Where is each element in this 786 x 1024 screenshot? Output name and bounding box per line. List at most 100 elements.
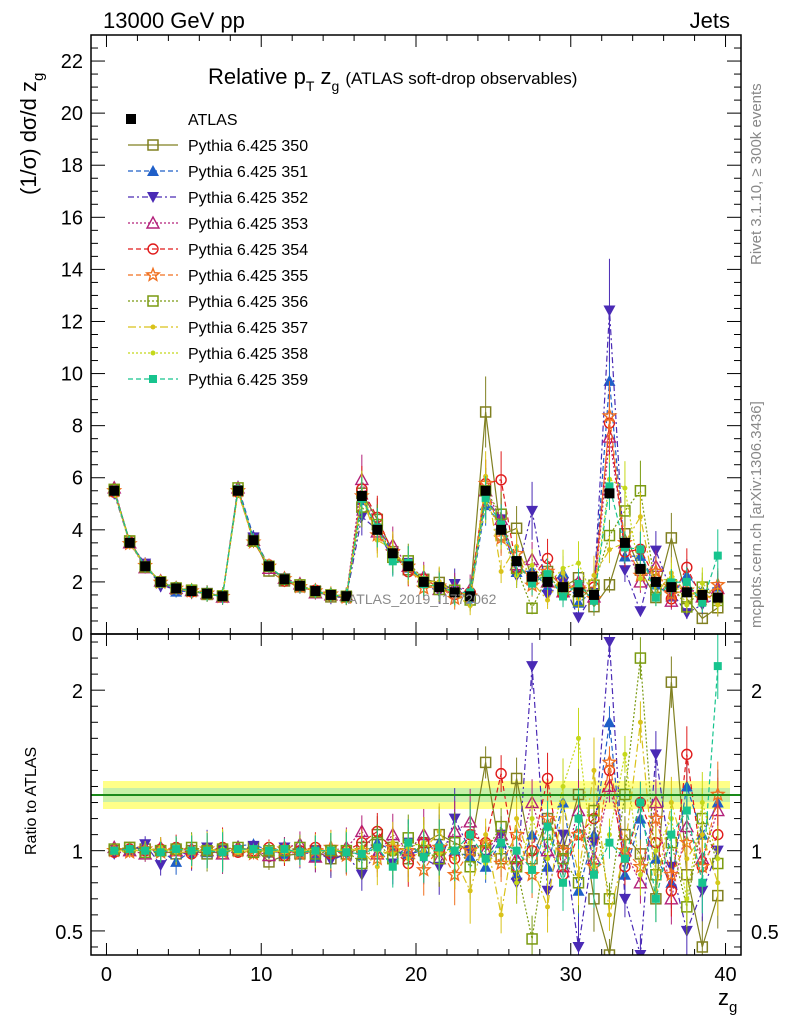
series-point-9-37 <box>682 577 691 586</box>
ratio-point-4-28 <box>541 772 554 785</box>
analysis-watermark: ATLAS_2019_I1772062 <box>348 591 497 607</box>
ratio-point-8-28 <box>545 856 551 862</box>
ratio-series-4 <box>108 726 724 917</box>
ratio-point-9-6 <box>203 846 212 855</box>
ratio-point-7-34 <box>637 719 643 725</box>
ratio-point-8-39 <box>715 856 721 862</box>
x-axis-label: zg <box>718 985 737 1016</box>
atlas-point-24 <box>480 485 491 496</box>
ratio-tick-label-2: 2 <box>72 681 83 703</box>
legend-marker-1 <box>147 165 159 176</box>
ratio-point-9-34 <box>636 798 645 807</box>
atlas-point-34 <box>635 563 646 574</box>
ratio-point-0-32 <box>603 949 616 955</box>
atlas-point-31 <box>588 589 599 600</box>
ratio-point-8-27 <box>529 816 535 822</box>
ratio-point-2-33 <box>618 893 631 905</box>
series-point-7-32 <box>606 547 612 553</box>
ratio-tick-label-right-2: 2 <box>751 681 762 703</box>
ratio-point-9-10 <box>264 846 273 855</box>
atlas-point-13 <box>310 586 321 597</box>
series-point-9-27 <box>528 579 537 588</box>
ratio-series-5 <box>106 746 726 906</box>
ratio-point-9-27 <box>528 865 537 874</box>
series-point-2-34 <box>634 606 647 618</box>
atlas-point-22 <box>449 587 460 598</box>
ratio-point-9-9 <box>249 845 258 854</box>
ratio-point-9-15 <box>342 848 351 857</box>
ratio-point-9-11 <box>280 845 289 854</box>
ratio-point-9-20 <box>419 853 428 862</box>
ratio-point-9-29 <box>559 878 568 887</box>
ratio-point-9-33 <box>620 854 629 863</box>
atlas-point-29 <box>558 582 569 593</box>
series-2 <box>108 258 724 624</box>
ratio-point-5-36 <box>663 866 680 882</box>
atlas-point-1 <box>124 537 135 548</box>
y-tick-label-20: 20 <box>61 103 83 125</box>
ratio-point-8-37 <box>684 896 690 902</box>
series-point-9-18 <box>388 557 397 566</box>
ratio-point-6-34 <box>634 652 647 664</box>
legend-label-atlas: ATLAS <box>188 112 238 129</box>
series-point-7-31 <box>591 572 597 578</box>
atlas-point-20 <box>418 576 429 587</box>
ratio-point-9-38 <box>698 878 707 887</box>
series-point-9-24 <box>481 493 490 502</box>
atlas-point-16 <box>356 490 367 501</box>
ratio-series-1 <box>108 706 724 922</box>
ratio-point-2-34 <box>634 950 647 955</box>
ratio-point-8-33 <box>622 751 628 757</box>
legend-label-0: Pythia 6.425 350 <box>188 138 308 155</box>
energy-label: 13000 GeV pp <box>103 8 245 33</box>
ratio-point-2-35 <box>649 749 662 761</box>
ratio-point-7-28 <box>545 904 551 910</box>
ratio-point-4-37 <box>681 748 693 761</box>
ratio-point-0-26 <box>510 772 523 785</box>
ratio-series-line-0 <box>114 682 719 955</box>
series-point-2-27 <box>526 505 539 517</box>
atlas-point-11 <box>279 574 290 585</box>
atlas-point-35 <box>650 576 661 587</box>
legend-marker-2 <box>147 192 159 203</box>
ratio-point-7-37 <box>684 856 690 862</box>
ratio-point-9-35 <box>651 894 660 903</box>
ratio-point-2-3 <box>154 860 167 872</box>
ratio-point-7-24 <box>483 832 489 838</box>
mcplots-label: mcplots.cern.ch [arXiv:1306.3436] <box>748 401 765 628</box>
series-point-9-25 <box>497 520 506 529</box>
ratio-tick-label-right-1: 1 <box>751 842 762 864</box>
atlas-point-26 <box>511 556 522 567</box>
ratio-series-7 <box>111 701 721 934</box>
ratio-point-2-30 <box>572 941 585 953</box>
atlas-point-9 <box>248 535 259 546</box>
chart-title: Relative pT zg (ATLAS soft-drop observabl… <box>208 64 577 94</box>
atlas-point-27 <box>527 571 538 582</box>
ratio-tick-label-1: 1 <box>72 842 83 864</box>
ratio-point-2-27 <box>526 661 539 673</box>
x-tick-label-10: 10 <box>250 964 272 986</box>
ratio-point-9-30 <box>574 814 583 823</box>
ratio-point-4-25 <box>495 767 507 780</box>
ratio-series-line-7 <box>114 722 719 916</box>
series-point-8-27 <box>529 562 535 568</box>
ratio-point-6-31 <box>588 804 600 817</box>
ratio-point-9-25 <box>497 838 506 847</box>
y-axis-label: (1/σ) dσ/d zg <box>16 73 47 195</box>
ratio-series-line-6 <box>114 658 719 940</box>
atlas-point-30 <box>573 587 584 598</box>
series-point-9-35 <box>651 593 660 602</box>
ratio-point-0-36 <box>665 676 678 688</box>
ratio-point-9-0 <box>110 846 119 855</box>
main-plot-markers <box>106 258 726 625</box>
ratio-point-8-38 <box>699 800 705 806</box>
ratio-point-2-32 <box>603 637 616 649</box>
series-point-2-33 <box>618 565 631 577</box>
ratio-point-6-27 <box>526 933 538 945</box>
ratio-point-0-38 <box>696 941 709 953</box>
series-point-8-37 <box>684 602 690 608</box>
ratio-series-line-2 <box>114 641 719 955</box>
series-point-7-28 <box>545 597 551 603</box>
series-point-6-27 <box>526 602 538 614</box>
series-point-1-32 <box>603 374 616 386</box>
